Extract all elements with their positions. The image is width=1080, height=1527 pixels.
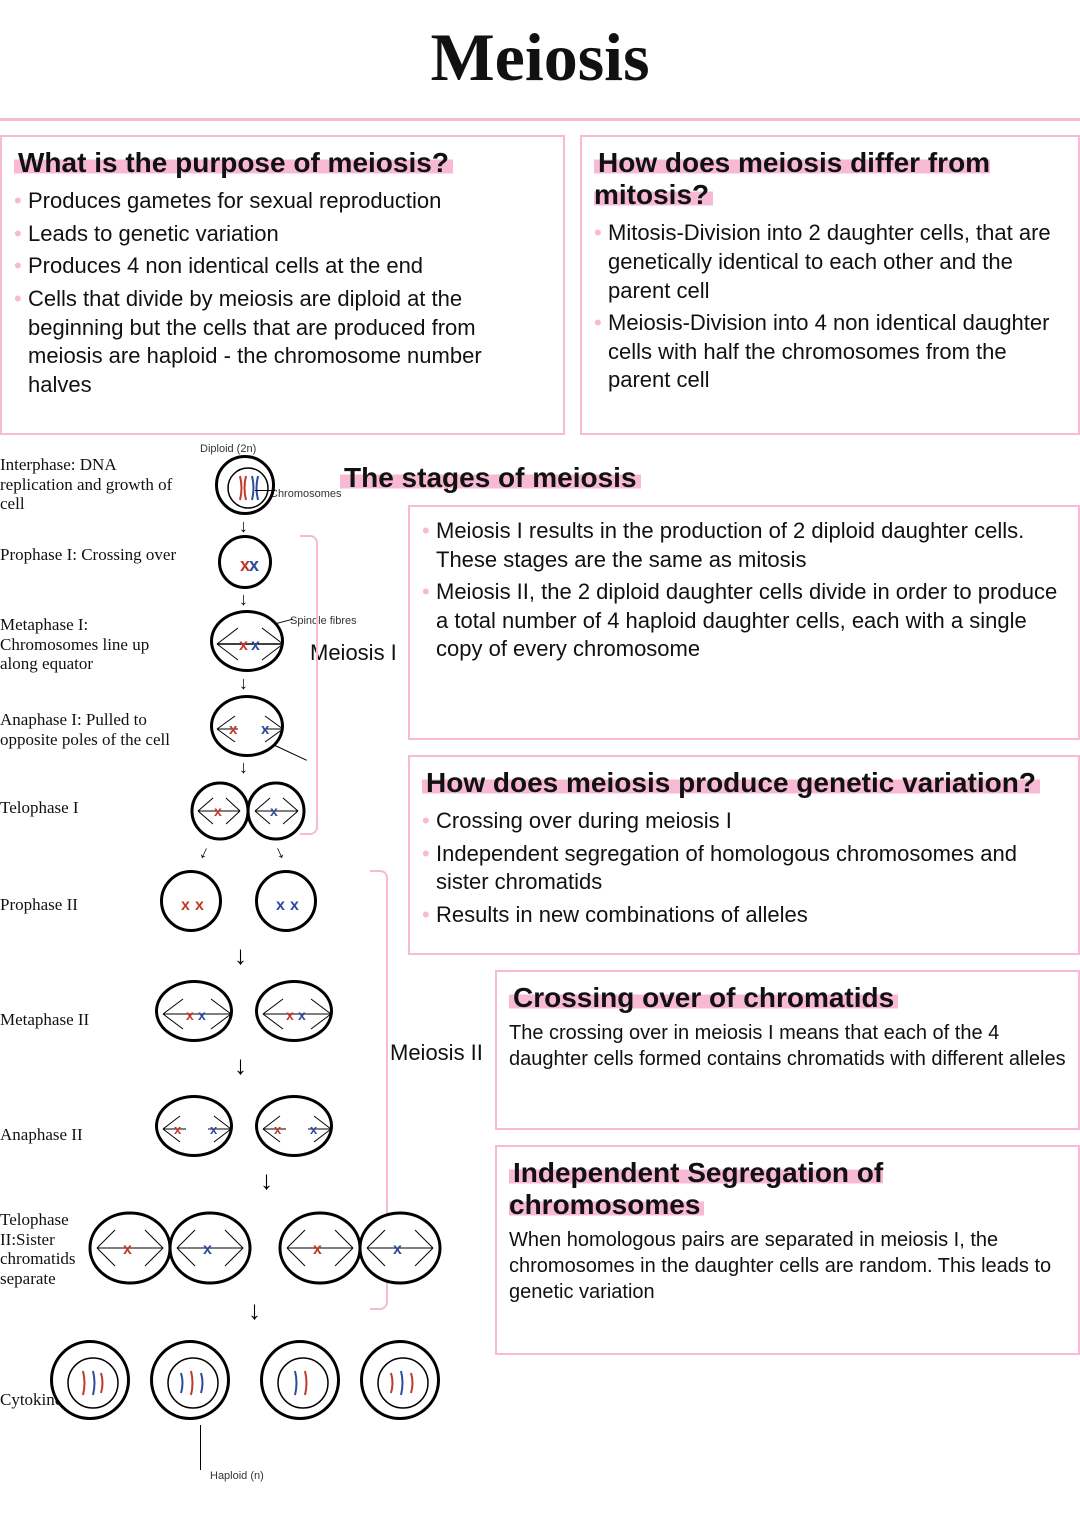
cell-prophase2-b: xx [255,870,317,932]
crossing-body: The crossing over in meiosis I means tha… [509,1020,1066,1072]
svg-text:x: x [210,1122,218,1137]
svg-text:x: x [195,897,204,914]
cell-anaphase1: x x [210,695,284,757]
svg-text:x: x [203,1241,212,1258]
variation-box: How does meiosis produce genetic variati… [408,755,1080,955]
svg-text:x: x [298,1007,306,1023]
cell-telophase2-b: x x [275,1210,445,1290]
stage-telophase1-label: Telophase I [0,798,79,818]
purpose-item: Produces 4 non identical cells at the en… [14,252,551,281]
purpose-list: Produces gametes for sexual reproduction… [14,187,551,399]
arrow: ↓ [239,673,248,694]
svg-text:x: x [290,897,299,914]
svg-text:x: x [310,1122,318,1137]
cell-anaphase2-a: x x [155,1095,233,1157]
haploid-leader [200,1425,201,1470]
cell-anaphase2-b: x x [255,1095,333,1157]
purpose-item: Produces gametes for sexual reproduction [14,187,551,216]
differ-item: Mitosis-Division into 2 daughter cells, … [594,219,1066,305]
purpose-heading: What is the purpose of meiosis? [14,147,453,178]
cell-cyto-4 [360,1340,440,1420]
stage-prophase1-label: Prophase I: Crossing over [0,545,176,565]
chromosomes-label: Chromosomes [270,488,342,500]
svg-text:x: x [229,721,238,738]
stages-item: Meiosis II, the 2 diploid daughter cells… [422,578,1066,664]
cell-cyto-3 [260,1340,340,1420]
stage-interphase-label: Interphase: DNA replication and growth o… [0,455,180,514]
arrow: ↓ [239,516,248,537]
svg-text:x: x [270,803,278,819]
chromosome-leader [255,490,275,491]
stage-anaphase1-label: Anaphase I: Pulled to opposite poles of … [0,710,180,749]
svg-text:x: x [261,721,270,738]
stages-heading: The stages of meiosis [340,462,641,493]
svg-text:x: x [249,555,259,575]
arrow: ↓ [248,1295,261,1326]
stages-item: Meiosis I results in the production of 2… [422,517,1066,574]
stage-anaphase2-label: Anaphase II [0,1125,83,1145]
arrow: ↓ [234,1050,247,1081]
svg-text:x: x [393,1241,402,1258]
stages-heading-wrap: The stages of meiosis [340,462,641,494]
meiosis1-label: Meiosis I [310,640,397,666]
variation-item: Results in new combinations of alleles [422,901,1066,930]
differ-item: Meiosis-Division into 4 non identical da… [594,309,1066,395]
stages-box: Meiosis I results in the production of 2… [408,505,1080,740]
differ-box: How does meiosis differ from mitosis? Mi… [580,135,1080,435]
arrow: ↓ [239,757,248,778]
svg-text:x: x [198,1007,206,1023]
cell-interphase [215,455,275,515]
svg-text:x: x [186,1007,194,1023]
arrow: ↓ [239,589,248,610]
arrow: ↓ [234,940,247,971]
purpose-item: Leads to genetic variation [14,220,551,249]
stage-prophase2-label: Prophase II [0,895,78,915]
cell-metaphase2-a: x x [155,980,233,1042]
title-underline [0,118,1080,121]
variation-item: Independent segregation of homologous ch… [422,840,1066,897]
diploid-label: Diploid (2n) [200,443,256,455]
svg-text:x: x [274,1122,282,1137]
stage-metaphase2-label: Metaphase II [0,1010,89,1030]
svg-text:x: x [313,1241,322,1258]
cell-prophase2-a: xx [160,870,222,932]
variation-heading: How does meiosis produce genetic variati… [422,767,1040,798]
svg-text:x: x [123,1241,132,1258]
variation-item: Crossing over during meiosis I [422,807,1066,836]
cell-prophase1: x x [218,535,272,589]
cell-metaphase2-b: x x [255,980,333,1042]
cell-cyto-2 [150,1340,230,1420]
independent-body: When homologous pairs are separated in m… [509,1227,1066,1305]
svg-text:x: x [286,1007,294,1023]
differ-list: Mitosis-Division into 2 daughter cells, … [594,219,1066,395]
arrow: ↓ [260,1165,273,1196]
svg-text:x: x [174,1122,182,1137]
independent-heading: Independent Segregation of chromosomes [509,1157,883,1220]
svg-text:x: x [214,803,222,819]
svg-text:x: x [181,897,190,914]
variation-list: Crossing over during meiosis I Independe… [422,807,1066,929]
meiosis2-label: Meiosis II [390,1040,483,1066]
purpose-item: Cells that divide by meiosis are diploid… [14,285,551,399]
purpose-box: What is the purpose of meiosis? Produces… [0,135,565,435]
crossing-heading: Crossing over of chromatids [509,982,898,1013]
differ-heading: How does meiosis differ from mitosis? [594,147,990,210]
crossing-box: Crossing over of chromatids The crossing… [495,970,1080,1130]
stage-metaphase1-label: Metaphase I: Chromosomes line up along e… [0,615,180,674]
haploid-label: Haploid (n) [210,1470,264,1482]
page-title: Meiosis [0,0,1080,97]
svg-text:x: x [276,897,285,914]
cell-metaphase1: x x [210,610,284,672]
stages-list: Meiosis I results in the production of 2… [422,517,1066,664]
svg-text:x: x [239,637,248,654]
cell-telophase2-a: x x [85,1210,255,1290]
svg-text:x: x [251,637,260,654]
cell-cyto-1 [50,1340,130,1420]
cell-telophase1: x x [188,780,308,847]
independent-box: Independent Segregation of chromosomes W… [495,1145,1080,1355]
